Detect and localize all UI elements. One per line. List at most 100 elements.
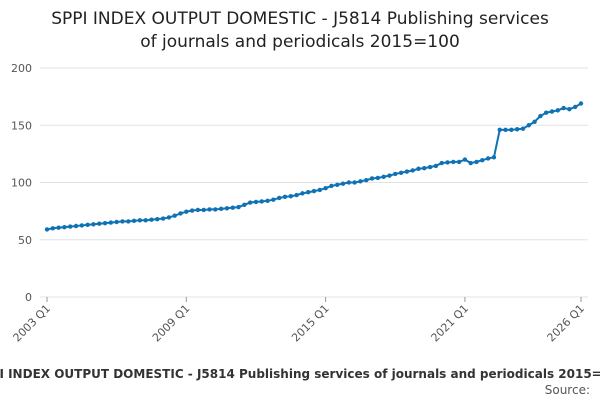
data-point [155,216,160,222]
data-point [62,224,67,230]
data-point [201,207,206,213]
data-point [422,165,427,171]
data-point [172,213,177,218]
y-tick-label: 50 [18,234,32,247]
data-point [207,207,212,212]
data-point [288,194,293,199]
data-point [323,186,328,191]
x-tick-label: 2015 Q1 [289,302,332,345]
data-point [445,160,450,165]
data-point [276,195,282,201]
data-point [253,199,259,205]
data-point [340,181,346,186]
data-point [160,216,166,221]
data-point [56,225,61,230]
data-point [561,105,566,111]
data-point [335,182,340,187]
data-point [497,127,502,133]
data-point [242,202,247,208]
data-point [85,222,90,228]
data-point [485,156,491,161]
data-point [538,113,543,119]
data-point [97,221,102,226]
data-point [218,206,224,212]
data-point [456,159,462,165]
data-point [317,187,323,193]
data-point [224,206,230,211]
x-tick-label: 2009 Q1 [150,302,193,345]
footnote: SPPI INDEX OUTPUT DOMESTIC - J5814 Publi… [0,367,600,381]
data-point [514,127,520,132]
data-point [305,190,311,195]
data-point [509,127,514,133]
data-point [439,160,444,166]
data-point [410,168,415,173]
data-point [91,222,96,227]
data-point [451,159,456,165]
data-point [149,217,154,222]
data-point [189,208,195,213]
data-point [282,194,288,200]
source: Source: [545,383,590,397]
data-point [271,197,276,202]
data-point [265,198,270,204]
data-point [491,155,497,160]
data-point [329,183,334,189]
data-point [300,191,305,196]
chart-title: of journals and periodicals 2015=100 [140,32,460,52]
data-point [398,170,404,175]
data-point [393,171,398,177]
data-point [126,219,131,224]
data-point [526,123,531,128]
data-point [578,101,584,106]
y-tick-label: 0 [25,291,32,304]
data-point [480,157,485,163]
data-point [387,173,392,178]
data-point [195,207,201,213]
data-point [108,220,114,225]
data-point [369,176,375,181]
data-point [572,104,578,110]
data-point [468,160,473,166]
data-point [346,180,352,185]
data-point [352,180,357,185]
data-point [247,200,253,205]
data-point [236,204,241,210]
y-tick-label: 150 [11,119,32,132]
data-point [44,227,50,232]
data-point [474,159,479,165]
x-tick-label: 2003 Q1 [11,302,54,345]
data-point [213,207,218,212]
data-point [184,209,189,214]
data-point [555,108,560,113]
y-tick-label: 200 [11,62,32,75]
data-point [532,119,537,125]
data-point [143,218,148,223]
data-point [73,223,79,229]
data-point [543,110,549,115]
series-line [46,102,582,231]
data-point [50,226,56,231]
data-point [462,157,468,162]
data-point [549,109,555,114]
data-point [567,107,572,112]
data-point [358,179,363,184]
data-point [381,174,386,179]
data-point [416,166,421,171]
data-point [137,218,143,223]
data-point [427,164,433,170]
data-point [259,199,264,204]
data-point [364,178,369,183]
data-point [520,126,526,131]
data-point [230,205,235,210]
data-point [503,127,508,133]
data-point [433,163,439,169]
x-tick-label: 2026 Q1 [545,302,588,345]
y-tick-label: 100 [11,177,32,190]
chart-title: SPPI INDEX OUTPUT DOMESTIC - J5814 Publi… [51,9,549,29]
data-point [68,224,73,229]
data-point [114,219,119,225]
data-point [166,215,172,220]
x-tick-label: 2021 Q1 [428,302,471,345]
